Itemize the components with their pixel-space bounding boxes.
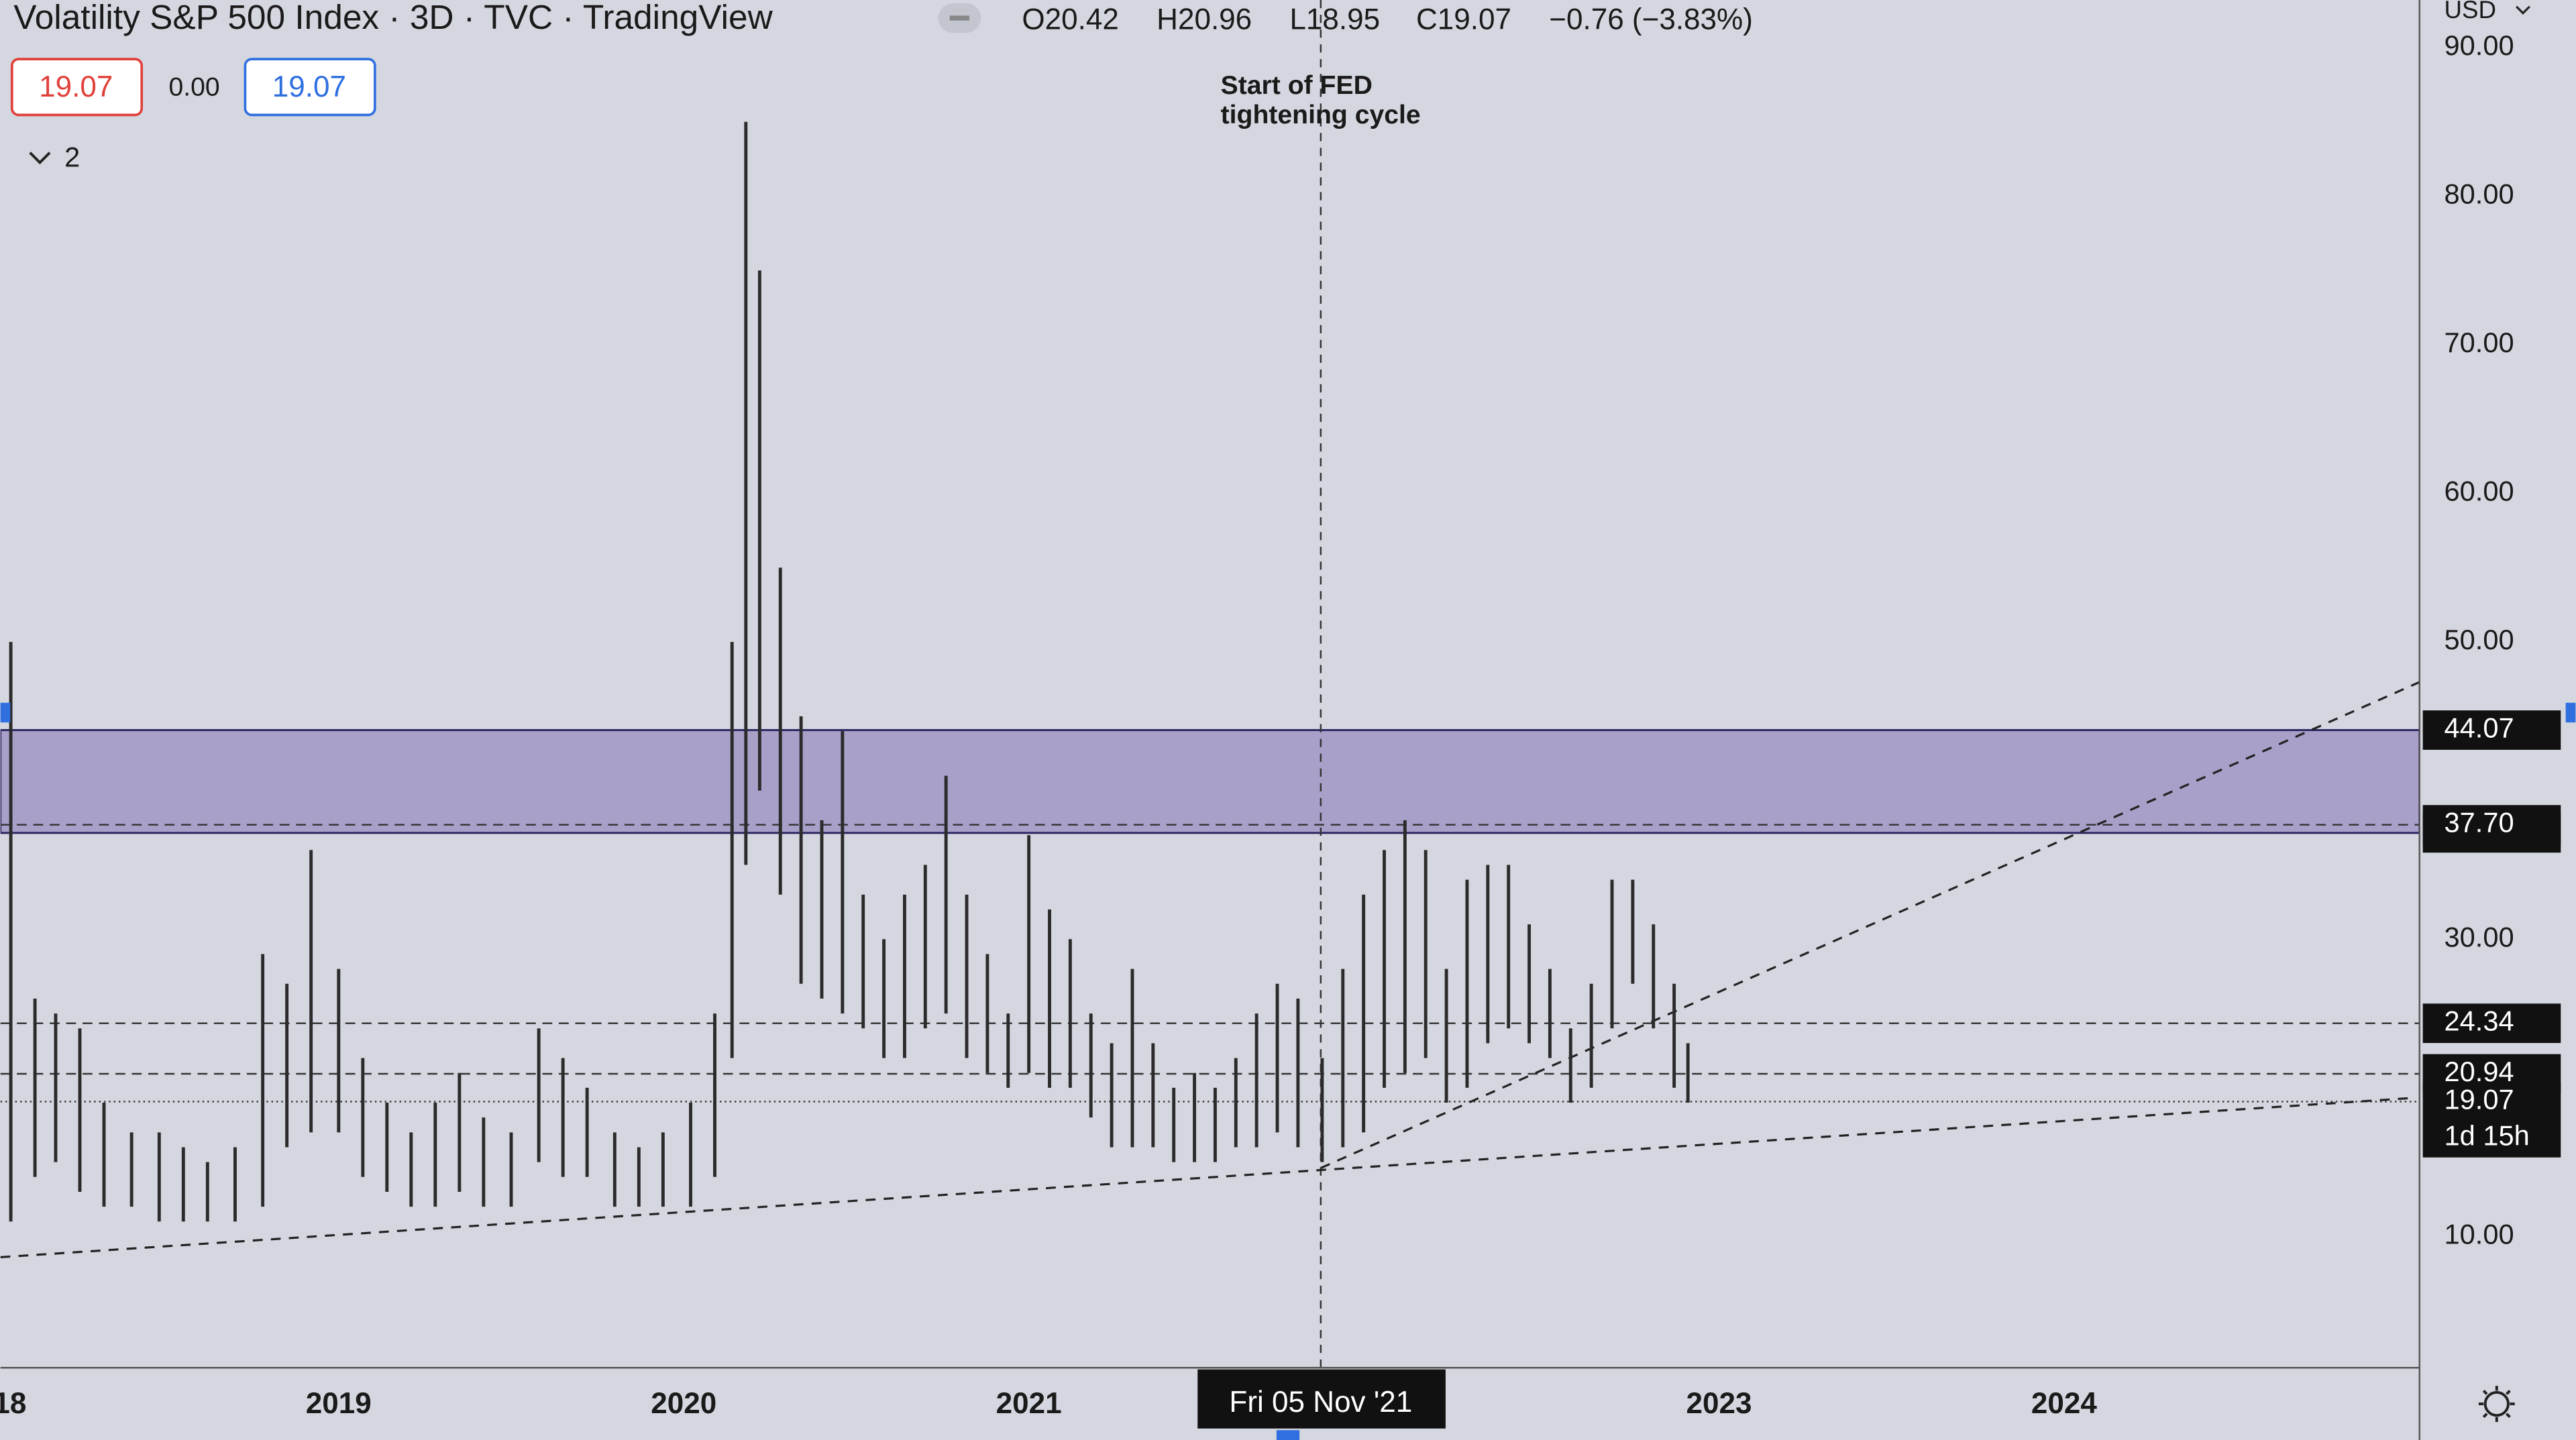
handle[interactable] — [2565, 702, 2576, 723]
sell-box[interactable] — [10, 58, 144, 117]
legend-change: −0.76 (−3.83%) — [1549, 3, 1753, 36]
x-tick-label: 2020 — [651, 1387, 716, 1420]
legend-low: L18.95 — [1289, 3, 1380, 36]
y-tick-label: 60.00 — [2444, 476, 2514, 507]
price-tag-label: 24.34 — [2444, 1005, 2514, 1037]
crosshair-date-label: Fri 05 Nov '21 — [1229, 1386, 1412, 1419]
currency[interactable]: USD — [2444, 0, 2496, 23]
indicators-count: 2 — [64, 141, 80, 172]
price-tag-label: 37.70 — [2444, 807, 2514, 838]
y-tick-label: 50.00 — [2444, 624, 2514, 655]
price-tag-label: 44.07 — [2444, 712, 2514, 744]
x-tick-label: 2024 — [2031, 1387, 2097, 1420]
gear-teeth — [2478, 1386, 2515, 1423]
trendline — [1320, 681, 2420, 1169]
legend-open: O20.42 — [1022, 3, 1119, 36]
countdown-label: 1d 15h — [2444, 1119, 2529, 1151]
legend-high: H20.96 — [1157, 3, 1252, 36]
gear-ring — [2483, 1391, 2510, 1417]
chart-title: Volatility S&P 500 Index · 3D · TVC · Tr… — [13, 0, 773, 36]
currency-caret — [2516, 5, 2530, 15]
price-tag — [2422, 1003, 2561, 1044]
y-tick-label: 30.00 — [2444, 921, 2514, 952]
annotation-line-1: Start of FED — [1221, 71, 1373, 100]
price-tag — [2422, 805, 2561, 845]
sell-price: 19.07 — [39, 70, 113, 103]
zone — [0, 729, 2420, 834]
handle[interactable] — [1276, 1430, 1300, 1440]
price-tag — [2422, 710, 2561, 750]
trendline — [0, 1097, 2410, 1259]
plot-area — [0, 0, 2420, 1368]
y-tick-label: 10.00 — [2444, 1218, 2514, 1250]
price-tag — [2422, 1082, 2561, 1158]
x-tick-label: 2019 — [306, 1387, 372, 1420]
legend-close: C19.07 — [1416, 3, 1511, 36]
crosshair-date-box — [1197, 1369, 1446, 1429]
spread: 0.00 — [168, 73, 219, 102]
price-tag-label: 19.07 — [2444, 1083, 2514, 1115]
settings-icon[interactable] — [2478, 1386, 2515, 1423]
handle[interactable] — [0, 702, 11, 723]
y-tick-label: 80.00 — [2444, 178, 2514, 209]
y-tick-label: 70.00 — [2444, 327, 2514, 358]
indicators-toggle[interactable] — [29, 152, 51, 165]
x-tick-label: 2023 — [1686, 1387, 1752, 1420]
buy-box[interactable] — [244, 58, 376, 117]
x-tick-label: 2021 — [996, 1387, 1062, 1420]
y-tick-label: 90.00 — [2444, 30, 2514, 61]
x-tick-label: 2018 — [0, 1387, 26, 1420]
annotation-line-2: tightening cycle — [1221, 101, 1421, 129]
buy-price: 19.07 — [272, 70, 346, 103]
